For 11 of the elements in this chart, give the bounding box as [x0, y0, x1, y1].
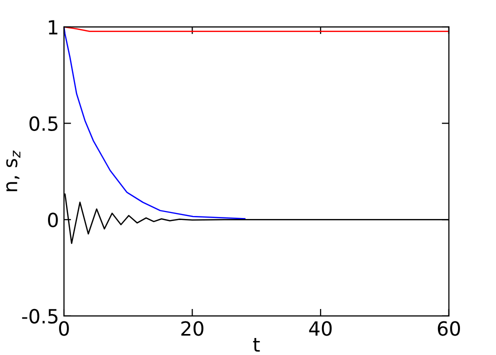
y-axis-title: n, s$_{z}$ [6, 150, 20, 192]
x-axis-title: t [253, 338, 260, 352]
y-tick-label: -0.5 [22, 308, 58, 324]
y-tick-label: 1 [48, 20, 58, 34]
x-tick-label: 20 [181, 321, 204, 336]
line-series [64, 26, 246, 220]
x-tick-label: 0 [59, 321, 69, 336]
y-tick-label: 0.5 [29, 116, 58, 131]
x-tick-label: 40 [309, 321, 332, 336]
x-tick-label: 60 [438, 321, 460, 336]
y-tick-label: 0 [48, 212, 58, 228]
